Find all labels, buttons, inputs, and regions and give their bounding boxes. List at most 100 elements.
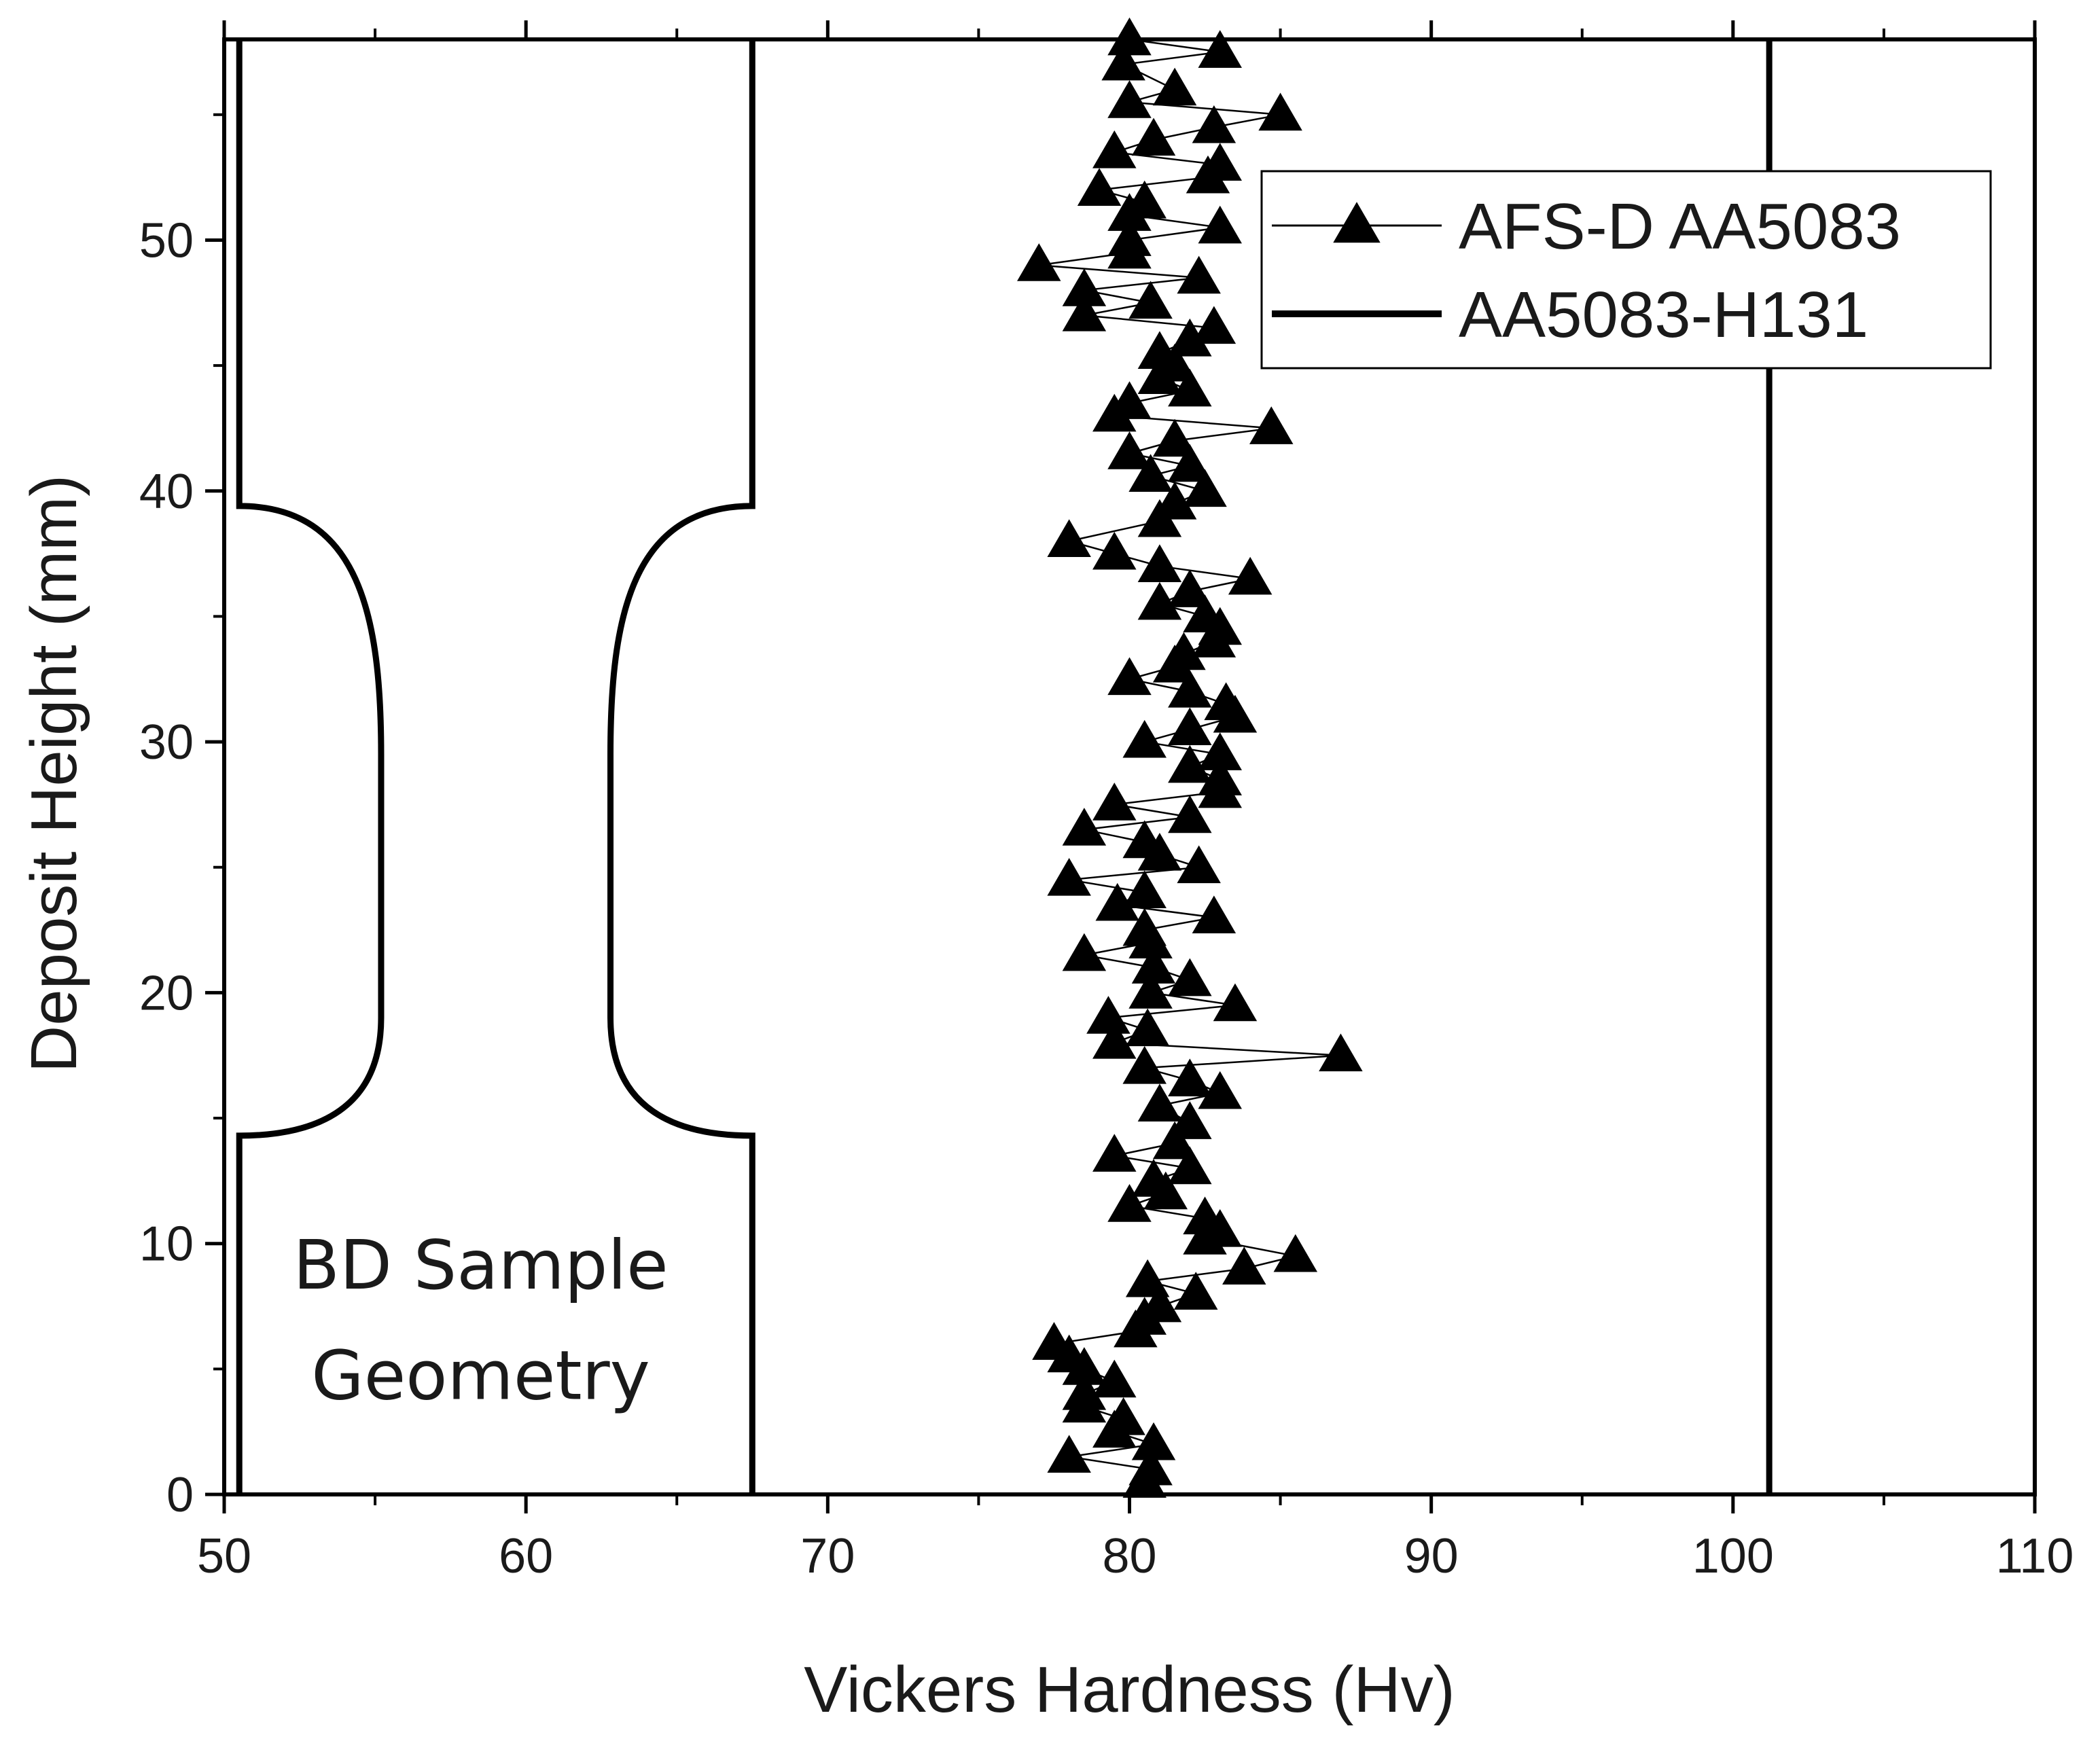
data-point <box>1017 243 1061 281</box>
data-point <box>1122 908 1167 946</box>
data-point <box>1128 971 1173 1009</box>
geometry-annotation: BD Sample Geometry <box>293 1225 668 1415</box>
data-point <box>1183 1196 1227 1235</box>
data-point <box>1192 895 1236 933</box>
data-point <box>1137 1284 1182 1323</box>
data-point <box>1062 808 1107 846</box>
data-point <box>1168 744 1212 783</box>
x-tick-label: 100 <box>1692 1529 1774 1583</box>
data-point <box>1177 845 1221 884</box>
data-point <box>1128 1447 1173 1486</box>
data-point <box>1168 1101 1212 1139</box>
data-point <box>1168 569 1212 607</box>
data-point <box>1128 454 1173 492</box>
data-point <box>1258 92 1302 131</box>
data-point <box>1131 1422 1176 1460</box>
data-point <box>1047 519 1091 558</box>
data-point <box>1086 996 1131 1034</box>
data-point <box>1177 255 1221 294</box>
data-point <box>1092 1359 1137 1398</box>
data-point <box>1183 594 1227 632</box>
x-tick-label: 80 <box>1102 1529 1156 1583</box>
data-point <box>1168 444 1212 482</box>
legend-box <box>1260 170 1992 370</box>
data-point <box>1168 795 1212 833</box>
data-point <box>1168 707 1212 746</box>
data-point <box>1213 983 1258 1022</box>
x-tick-label: 70 <box>800 1529 855 1583</box>
data-point <box>1047 1435 1091 1473</box>
x-axis-title: Vickers Hardness (Hv) <box>804 1653 1455 1726</box>
data-point <box>1162 632 1206 670</box>
legend-symbol-afs-d <box>1272 202 1442 243</box>
x-tick-label: 50 <box>197 1529 251 1583</box>
data-point <box>1131 118 1176 156</box>
data-point <box>1198 205 1242 244</box>
data-point <box>1198 143 1242 181</box>
annotation-line-1: BD Sample <box>293 1225 668 1305</box>
data-point <box>1092 1021 1137 1059</box>
data-point <box>1131 946 1176 984</box>
data-point <box>1198 757 1242 795</box>
legend: AFS-D AA5083 AA5083-H131 <box>1260 170 1992 370</box>
legend-label-h131: AA5083-H131 <box>1459 279 1868 351</box>
data-point <box>1192 105 1236 143</box>
data-point <box>1137 544 1182 582</box>
data-point <box>1198 732 1242 770</box>
data-point <box>1204 682 1248 721</box>
data-point <box>1047 857 1091 896</box>
data-point <box>1168 669 1212 708</box>
data-point <box>1137 331 1182 370</box>
annotation-line-2: Geometry <box>311 1336 650 1416</box>
data-point <box>1273 1234 1318 1272</box>
data-point <box>1107 657 1152 696</box>
data-point <box>1168 1058 1212 1097</box>
y-tick-label: 20 <box>139 966 194 1020</box>
data-point <box>1173 1272 1218 1310</box>
data-point <box>1092 130 1137 168</box>
data-point <box>1122 820 1167 859</box>
x-tick-label: 90 <box>1404 1529 1459 1583</box>
data-point <box>1032 1322 1076 1360</box>
data-point <box>1131 1159 1176 1197</box>
data-point <box>1122 1045 1167 1084</box>
data-point <box>1168 1146 1212 1185</box>
legend-marker-afs-d <box>1333 202 1381 243</box>
data-point <box>1152 418 1197 457</box>
x-tick-label: 60 <box>499 1529 553 1583</box>
data-point <box>1107 80 1152 118</box>
data-point <box>1125 1259 1170 1297</box>
y-axis-title: Deposit Height (mm) <box>18 475 90 1073</box>
data-point <box>1107 218 1152 256</box>
data-point <box>1107 431 1152 469</box>
data-point <box>1222 1246 1266 1285</box>
legend-label-afs-d: AFS-D AA5083 <box>1459 190 1901 263</box>
data-point <box>1092 783 1137 821</box>
data-point <box>1122 719 1167 758</box>
axes: 50 60 70 80 90 100 110 0 10 20 30 40 50 <box>139 20 2074 1583</box>
data-point <box>1319 1033 1363 1072</box>
data-point <box>1152 1121 1197 1160</box>
data-point <box>1092 531 1137 570</box>
data-point <box>1062 268 1107 306</box>
y-tick-label: 40 <box>139 465 194 519</box>
data-point <box>1077 168 1122 206</box>
data-point <box>1092 1134 1137 1172</box>
data-point <box>1125 1008 1170 1047</box>
y-tick-label: 10 <box>139 1217 194 1272</box>
data-point <box>1198 1071 1242 1109</box>
data-point <box>1168 958 1212 997</box>
y-tick-label: 50 <box>139 213 194 268</box>
data-point <box>1249 406 1294 444</box>
data-point <box>1137 581 1182 620</box>
data-point <box>1062 933 1107 971</box>
data-point <box>1168 368 1212 407</box>
data-point <box>1062 1372 1107 1410</box>
x-tick-label: 110 <box>1996 1529 2074 1583</box>
data-point <box>1062 293 1107 331</box>
data-point <box>1152 67 1197 106</box>
geometry-left-outline <box>236 39 385 1494</box>
data-point <box>1107 381 1152 419</box>
data-point <box>1122 870 1167 909</box>
